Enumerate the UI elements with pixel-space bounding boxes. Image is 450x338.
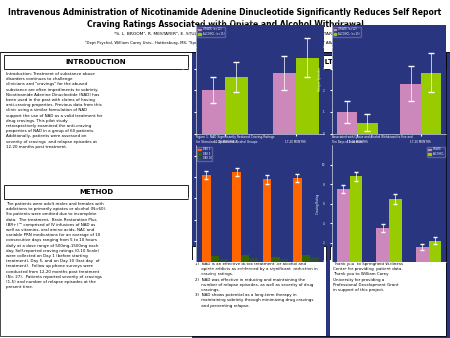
Bar	[357, 123, 378, 134]
Bar	[330, 260, 446, 336]
Y-axis label: Craving Rating: Craving Rating	[316, 194, 320, 214]
Bar	[337, 112, 357, 134]
Text: Figure 3. Severity of Cravings Associated with Alcohol and Opiate
Withdrawal at : Figure 3. Severity of Cravings Associate…	[196, 15, 286, 24]
Bar	[376, 228, 389, 262]
Bar	[296, 58, 319, 134]
Bar	[302, 255, 310, 262]
Text: The patients were adult males and females with
addictions to primarily opiates o: The patients were adult males and female…	[6, 202, 106, 289]
Text: CONCLUSIONS: CONCLUSIONS	[231, 250, 287, 256]
Bar	[389, 199, 402, 262]
Text: Intravenous Administration of Nicotinamide Adenine Dinucleotide Significantly Re: Intravenous Administration of Nicotinami…	[9, 8, 441, 17]
Bar	[192, 52, 450, 338]
Bar	[273, 73, 296, 134]
Legend: DAY 1, DAY 5, DAY 10: DAY 1, DAY 5, DAY 10	[198, 147, 212, 161]
Bar	[263, 179, 271, 262]
Bar	[280, 259, 288, 262]
Bar	[310, 257, 319, 262]
Text: Figure 1. NAD Significantly Reduced Craving Ratings
for Stimulant, Opiate and Al: Figure 1. NAD Significantly Reduced Crav…	[196, 135, 274, 144]
Bar	[196, 55, 446, 69]
Text: METHOD: METHOD	[79, 189, 113, 195]
Bar	[0, 52, 192, 338]
Text: 1)  NAD is an effective detox treatment for alcohol and
     opiate addicts as e: 1) NAD is an effective detox treatment f…	[195, 262, 318, 308]
Text: INTRODUCTION: INTRODUCTION	[66, 59, 126, 65]
Bar	[4, 185, 188, 199]
Legend: OPIATE, ALCOHOL: OPIATE, ALCOHOL	[427, 147, 445, 156]
Bar	[4, 55, 188, 69]
Text: ACKNOWLEDGMENTS: ACKNOWLEDGMENTS	[353, 250, 423, 256]
Y-axis label: Craving Severity: Craving Severity	[182, 68, 186, 91]
Bar	[271, 257, 280, 262]
Text: Craving Ratings Associated with Opiate and Alcohol Withdrawal: Craving Ratings Associated with Opiate a…	[86, 20, 364, 29]
Text: RESULTS: RESULTS	[304, 59, 338, 65]
Bar	[211, 256, 219, 262]
Bar	[202, 175, 211, 262]
Text: *S. L. BROOM¹, R. MESTAYER², E. STULLER², D. COOK¹, J. CARSON², K. SIMONE², P. N: *S. L. BROOM¹, R. MESTAYER², E. STULLER²…	[113, 32, 337, 36]
Text: Figure 2. NAD Significantly Reduces Craving Ratings
Associated with Opiate and A: Figure 2. NAD Significantly Reduces Crav…	[332, 130, 412, 144]
Bar	[350, 176, 362, 262]
Bar	[293, 178, 302, 262]
Bar	[428, 241, 441, 262]
Bar	[192, 260, 326, 336]
Bar	[400, 84, 421, 134]
Bar	[330, 246, 446, 260]
Bar	[225, 77, 248, 134]
Text: ¹Dept Psychol, William Carey Univ., Hattiesburg, MS; ²Springfield Wellness Cente: ¹Dept Psychol, William Carey Univ., Hatt…	[85, 40, 365, 45]
Legend: OPIATE (n=12), ALCOHOL (n=15): OPIATE (n=12), ALCOHOL (n=15)	[333, 27, 360, 37]
Bar	[416, 247, 428, 262]
Bar	[202, 90, 225, 134]
Text: Introduction: Treatment of substance abuse
disorders continues to challenge
clin: Introduction: Treatment of substance abu…	[6, 72, 103, 149]
Bar	[249, 258, 258, 262]
Bar	[241, 255, 249, 262]
Bar	[0, 52, 446, 336]
Y-axis label: Relapse Episodes: Relapse Episodes	[318, 68, 322, 91]
Bar	[337, 189, 350, 262]
Bar	[232, 172, 241, 262]
Bar	[421, 73, 441, 134]
Legend: OPIATE (n=12), ALCOHOL (n=15): OPIATE (n=12), ALCOHOL (n=15)	[198, 27, 225, 37]
Bar	[219, 259, 228, 262]
Text: Figure 4. Number of Relapse Episodes Reported in Opiate
and Alcohol Groups at 12: Figure 4. Number of Relapse Episodes Rep…	[332, 15, 410, 24]
Bar	[192, 246, 326, 260]
Text: Thank you  to Springfield Wellness
Center for providing  patient data.
Thank you: Thank you to Springfield Wellness Center…	[333, 262, 403, 292]
